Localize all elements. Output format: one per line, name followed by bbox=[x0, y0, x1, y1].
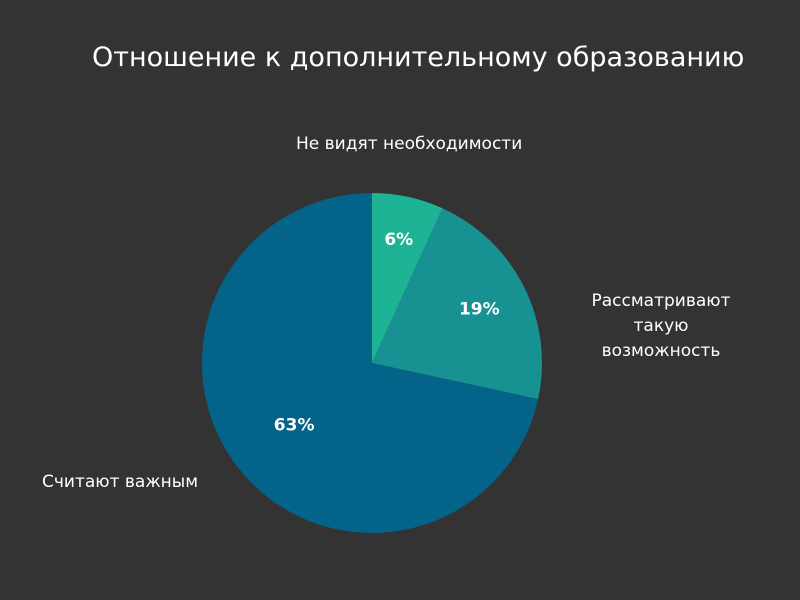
value-label-rassmatrivayut: 19% bbox=[459, 299, 500, 319]
pie-value-labels: 6% 19% 63% bbox=[274, 230, 500, 436]
value-label-ne-vidyat: 6% bbox=[384, 230, 413, 250]
category-label-ne-vidyat: Не видят необходимости bbox=[296, 134, 523, 154]
chart-title: Отношение к дополнительному образованию bbox=[92, 42, 745, 73]
slice-rassmatrivayut bbox=[372, 208, 542, 400]
category-label-schitayut-vazhnym: Считают важным bbox=[42, 472, 199, 492]
value-label-schitayut-vazhnym: 63% bbox=[274, 416, 315, 436]
pie-slices bbox=[202, 193, 542, 533]
slice-ne-vidyat bbox=[372, 193, 443, 363]
category-label-rassmatrivayut: Рассматривают такую возможность bbox=[591, 291, 731, 361]
slice-schitayut-vazhnym bbox=[202, 193, 539, 533]
